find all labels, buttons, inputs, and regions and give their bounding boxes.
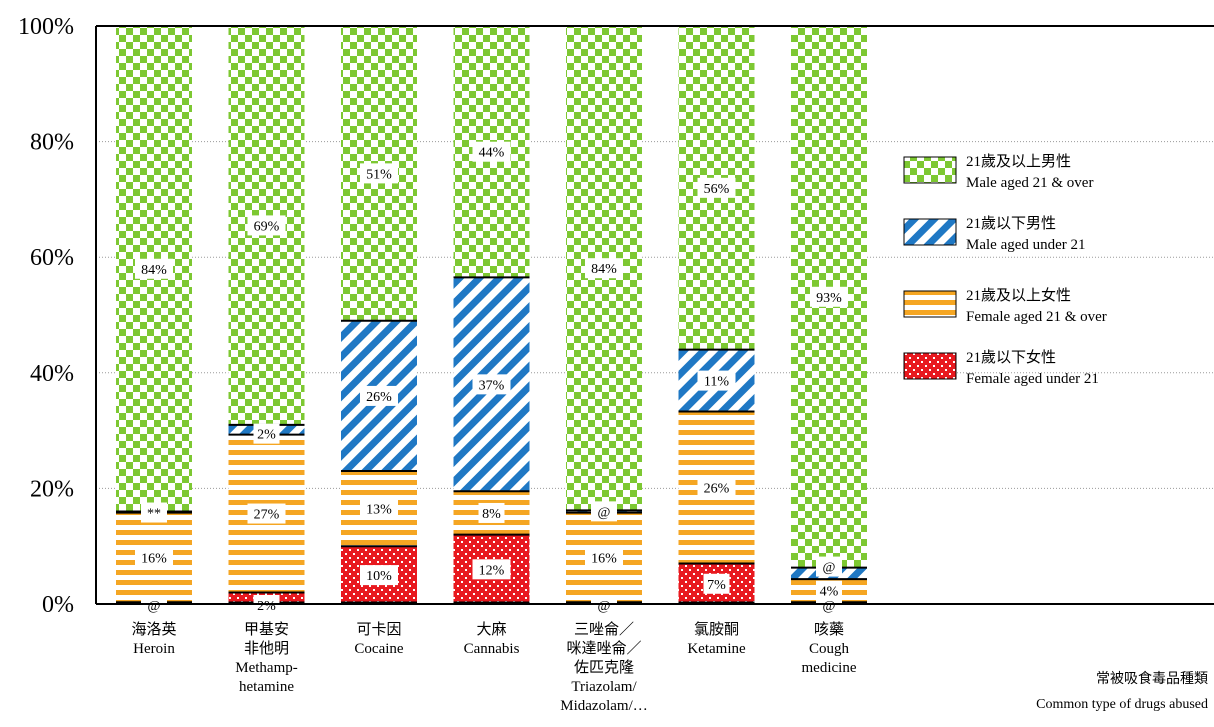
- data-label-box: [697, 177, 736, 198]
- legend: 21歲及以上男性 Male aged 21 & over 21歲以下男性 Male a…: [903, 153, 1107, 387]
- axes: [95, 25, 1214, 605]
- data-label-box: [697, 477, 736, 498]
- legend-swatch: [903, 290, 957, 318]
- category-label: Ketamine: [687, 641, 746, 657]
- data-label: @: [823, 599, 836, 614]
- category-label: Cannabis: [464, 641, 520, 657]
- data-label-box: [697, 370, 736, 391]
- legend-label-zh: 21歲以下女性: [966, 348, 1056, 366]
- data-label-box: [472, 559, 511, 580]
- data-label-box: [591, 501, 617, 522]
- legend-swatch: [903, 156, 957, 184]
- data-label: 69%: [254, 219, 280, 234]
- data-label: 26%: [704, 482, 730, 497]
- data-label: 51%: [366, 167, 392, 182]
- x-axis-title-zh: 常被吸食毒品種類: [1096, 670, 1208, 687]
- legend-label-zh: 21歲以下男性: [966, 215, 1056, 232]
- data-label-box: [472, 141, 511, 162]
- data-label-box: [478, 502, 505, 523]
- data-label-box: [703, 573, 730, 594]
- data-label: 16%: [141, 551, 167, 566]
- category-label: 三唑侖／: [574, 621, 634, 638]
- x-axis-title: 常被吸食毒品種類 Common type of drugs abused: [1036, 670, 1208, 712]
- data-label: @: [598, 599, 611, 614]
- data-label-box: [141, 502, 167, 523]
- legend-label-zh: 21歲及以上女性: [966, 286, 1071, 304]
- data-label-box: [247, 503, 286, 524]
- y-tick-label: 60%: [30, 245, 74, 271]
- data-label: 13%: [366, 503, 392, 518]
- data-label-box: [247, 215, 286, 236]
- data-label-box: [585, 547, 623, 568]
- category-label: 咳藥: [814, 621, 844, 638]
- legend-label-zh: 21歲及以上男性: [966, 153, 1071, 170]
- data-labels: @16% ** 84% 2% 27% 2% 69% 10% 13% 26% 51% 12% 8% 37% 4…: [135, 141, 848, 615]
- data-label: 11%: [704, 375, 729, 390]
- data-label-box: [135, 258, 173, 279]
- category-label: Cough: [809, 641, 850, 657]
- data-label: 37%: [479, 378, 505, 393]
- data-label: 2%: [257, 599, 276, 614]
- legend-label-en: Female aged under 21: [966, 371, 1099, 387]
- data-label-box: [810, 286, 848, 307]
- category-label: 可卡因: [356, 621, 401, 638]
- data-label: @: [598, 505, 611, 520]
- y-tick-label: 40%: [30, 361, 74, 387]
- y-tick-label: 0%: [42, 592, 74, 618]
- data-label-box: [360, 385, 398, 406]
- data-label: 4%: [820, 585, 839, 600]
- data-label: 93%: [816, 291, 842, 306]
- data-label: 44%: [479, 146, 505, 161]
- data-label-box: [585, 258, 623, 279]
- data-label: 84%: [141, 263, 167, 278]
- data-label: 12%: [479, 563, 505, 578]
- y-tick-label: 80%: [30, 130, 74, 156]
- category-label: 甲基安: [244, 621, 289, 638]
- category-label: 佐匹克隆: [574, 659, 634, 676]
- data-label: **: [147, 507, 161, 522]
- category-label: 非他明: [244, 640, 289, 657]
- data-label: 26%: [366, 390, 392, 405]
- y-tick-labels: 0% 20% 40% 60% 80% 100%: [18, 14, 74, 618]
- data-label-box: [816, 580, 842, 601]
- legend-swatch: [903, 218, 957, 246]
- category-label: Midazolam/…: [560, 698, 647, 714]
- category-label: 咪達唑侖／: [566, 640, 641, 657]
- data-label: 56%: [704, 182, 730, 197]
- category-label: Heroin: [133, 641, 175, 657]
- data-label-box: [816, 556, 842, 577]
- data-label-box: [360, 565, 398, 586]
- data-label: 84%: [591, 262, 617, 277]
- category-label: Methamp-: [235, 660, 297, 676]
- data-label: 16%: [591, 551, 617, 566]
- category-label: 氯胺酮: [694, 621, 739, 638]
- data-label: 10%: [366, 569, 392, 584]
- x-axis-title-en: Common type of drugs abused: [1036, 697, 1208, 712]
- y-tick-label: 100%: [18, 14, 74, 40]
- data-label-box: [135, 547, 173, 568]
- category-label: 大麻: [476, 621, 506, 638]
- data-label-box: [472, 374, 511, 395]
- data-label: 7%: [707, 578, 726, 593]
- legend-swatch: [903, 352, 957, 380]
- data-label-box: [360, 498, 398, 519]
- data-label-box: [253, 423, 280, 444]
- y-tick-label: 20%: [30, 476, 74, 502]
- data-label: @: [823, 561, 836, 576]
- legend-label-en: Female aged 21 & over: [966, 309, 1107, 325]
- category-label: 海洛英: [131, 620, 176, 638]
- category-label: Cocaine: [354, 641, 403, 657]
- data-label: 8%: [482, 507, 501, 522]
- data-label: @: [148, 599, 161, 614]
- data-label: 2%: [257, 428, 276, 443]
- legend-label-en: Male aged 21 & over: [966, 175, 1093, 191]
- legend-label-en: Male aged under 21: [966, 237, 1086, 253]
- category-label: Triazolam/: [571, 679, 637, 695]
- category-label: medicine: [802, 660, 857, 676]
- data-label: 27%: [254, 508, 280, 523]
- data-label-box: [360, 163, 398, 184]
- category-label: hetamine: [239, 679, 294, 695]
